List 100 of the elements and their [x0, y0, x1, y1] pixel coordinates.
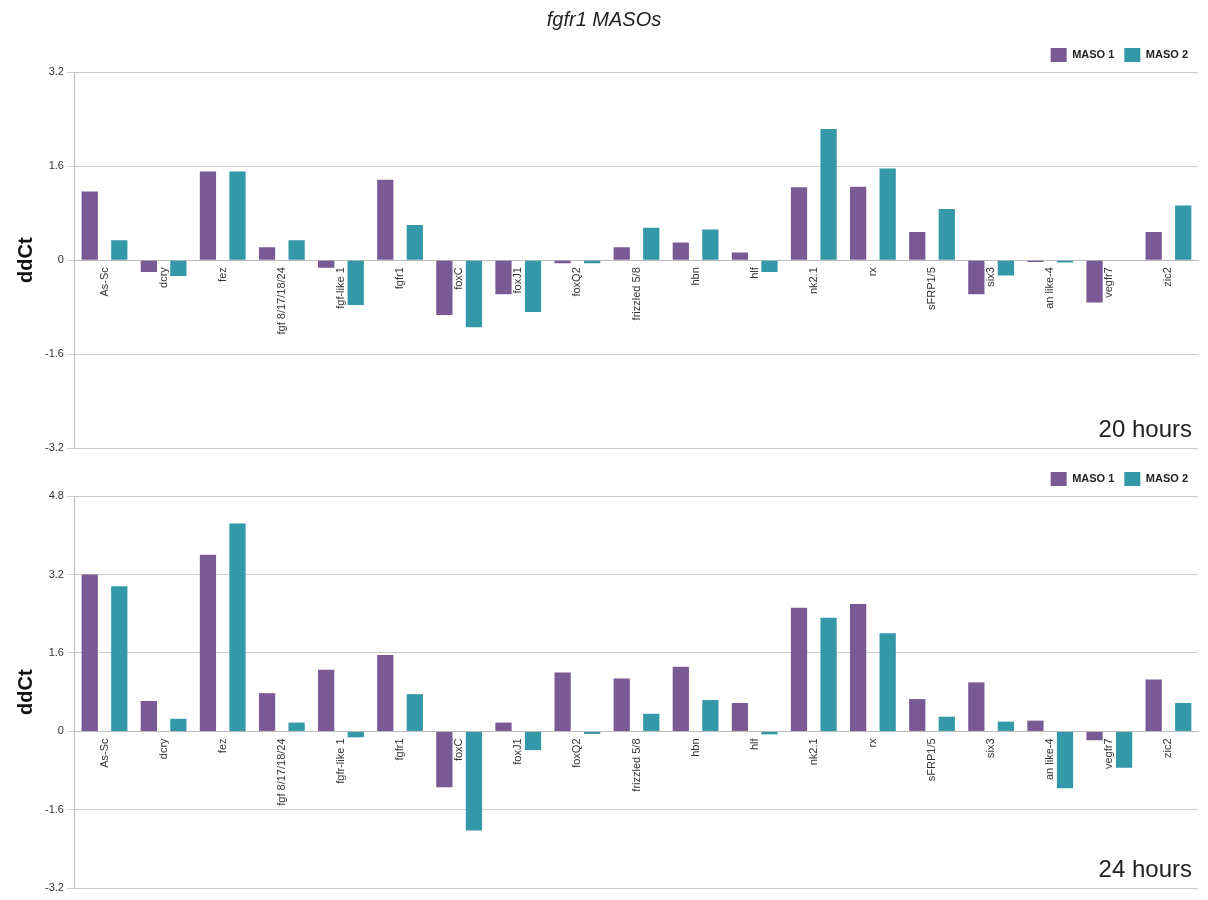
bar [199, 554, 217, 731]
bar [997, 721, 1015, 731]
bar [377, 654, 394, 731]
bar [850, 186, 867, 260]
bar [436, 260, 453, 315]
x-tick-label: frizzled 5/8 [629, 267, 642, 321]
legend-label: MASO 2 [1145, 48, 1189, 61]
x-tick-label: vegfr7 [1102, 267, 1115, 298]
bar [613, 678, 630, 731]
bar [81, 574, 98, 731]
bar [1115, 731, 1133, 768]
x-tick-label: hbn [688, 267, 701, 286]
x-tick-label: fgfr1 [393, 267, 406, 290]
bar [761, 260, 778, 272]
x-tick-label: six3 [984, 267, 997, 287]
x-tick-label: fez [215, 267, 228, 282]
x-tick-label: foxC [452, 738, 465, 762]
x-tick-label: frizzled 5/8 [629, 738, 642, 792]
bar [229, 523, 246, 731]
y-tick-label: 1.6 [48, 645, 64, 658]
bar [731, 702, 749, 731]
bar [968, 682, 985, 731]
bar [524, 260, 542, 312]
bar [1145, 679, 1162, 731]
bar [702, 229, 719, 260]
bar [643, 227, 660, 260]
y-tick-label: 1.6 [48, 159, 64, 172]
y-tick-label: 4.8 [48, 489, 64, 502]
x-tick-label: fgfr1 [393, 738, 406, 761]
y-tick-label: -3.2 [44, 881, 64, 894]
bar [81, 191, 98, 260]
bar [850, 603, 867, 731]
bar [1086, 731, 1103, 741]
bar [672, 242, 689, 260]
bar [790, 607, 808, 731]
bar [288, 722, 305, 731]
bar [1056, 731, 1074, 789]
bar [465, 731, 483, 831]
bar [909, 231, 926, 260]
bar [258, 247, 276, 260]
bar [672, 666, 689, 731]
x-tick-label: hlf [747, 266, 760, 279]
y-tick-label: -1.6 [44, 802, 64, 815]
x-tick-label: nk2.1 [806, 738, 819, 766]
bar [879, 168, 896, 260]
bar [731, 252, 749, 260]
x-tick-label: foxC [452, 267, 465, 290]
bar [111, 586, 128, 731]
y-tick-label: 0 [57, 724, 64, 737]
bar [643, 713, 660, 731]
x-tick-label: fez [215, 738, 228, 754]
x-tick-label: sFRP1/5 [925, 267, 938, 310]
bar [288, 240, 305, 260]
x-tick-label: zic2 [1161, 738, 1174, 758]
y-tick-label: -1.6 [44, 347, 64, 360]
bar [229, 171, 246, 260]
x-tick-label: foxJ1 [511, 267, 524, 294]
bar [968, 260, 985, 295]
bar [140, 701, 157, 731]
legend-label: MASO 1 [1072, 472, 1115, 485]
bar [140, 260, 157, 272]
x-tick-label: dcry [156, 266, 169, 288]
y-axis-title: ddCt [13, 669, 36, 715]
bar [377, 179, 394, 260]
bar [997, 260, 1015, 276]
x-tick-label: an like-4 [1043, 738, 1056, 781]
bar [879, 633, 896, 731]
x-tick-label: six3 [984, 738, 997, 758]
bar [1175, 205, 1192, 260]
x-tick-label: foxQ2 [570, 738, 583, 768]
x-tick-label: vegfr7 [1102, 738, 1115, 770]
x-tick-label: rx [865, 266, 878, 277]
annotation: 24 hours [1098, 855, 1192, 883]
x-tick-label: foxJ1 [511, 738, 524, 765]
bar [702, 700, 719, 731]
legend-label: MASO 1 [1072, 48, 1115, 61]
x-tick-label: an like-4 [1043, 267, 1056, 309]
y-tick-label: 3.2 [48, 567, 64, 580]
y-tick-label: 3.2 [48, 65, 64, 78]
bar [406, 694, 423, 731]
bar [1086, 260, 1103, 303]
bar [495, 260, 512, 295]
bar [820, 129, 837, 260]
x-tick-label: hbn [688, 738, 701, 757]
x-tick-label: sFRP1/5 [925, 738, 938, 782]
chart-title: fgfr1 MASOs [546, 7, 662, 30]
bar [790, 187, 808, 260]
bar [318, 260, 335, 268]
bar [1027, 720, 1044, 731]
x-tick-label: fgf 8/17/18/24 [274, 738, 287, 806]
bar [909, 699, 926, 731]
x-tick-label: hlf [747, 737, 760, 751]
bar [554, 672, 571, 731]
bar [170, 260, 187, 277]
x-tick-label: As-Sc [97, 266, 110, 297]
x-tick-label: fgfr-like 1 [333, 738, 346, 784]
bar [258, 693, 276, 731]
x-tick-label: nk2.1 [806, 267, 819, 295]
annotation: 20 hours [1098, 415, 1192, 443]
x-tick-label: foxQ2 [570, 267, 583, 297]
